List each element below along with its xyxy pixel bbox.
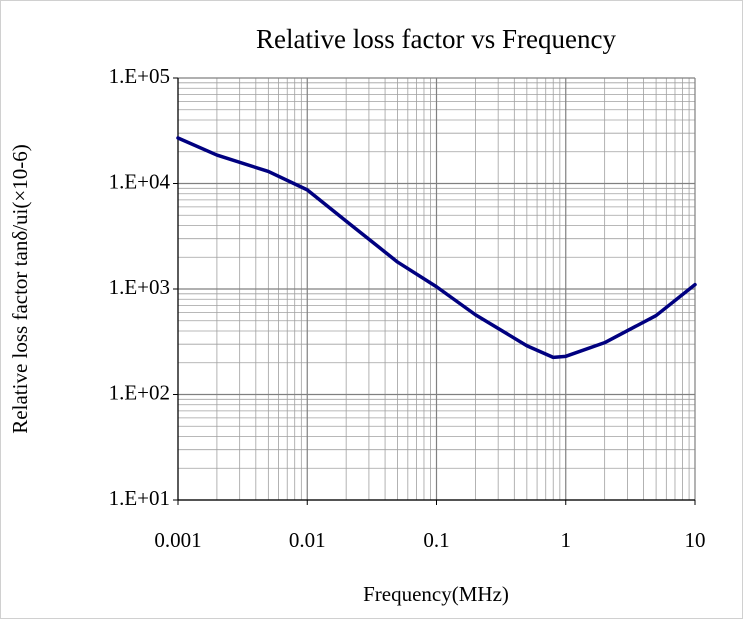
y-tick-label: 1.E+04 xyxy=(109,169,171,193)
x-tick-label: 0.1 xyxy=(423,528,449,552)
y-tick-label: 1.E+02 xyxy=(109,380,170,404)
y-tick-label: 1.E+01 xyxy=(109,486,170,510)
x-tick-label: 0.001 xyxy=(154,528,201,552)
y-tick-label: 1.E+03 xyxy=(109,275,170,299)
x-axis-label: Frequency(MHz) xyxy=(363,582,509,606)
chart-title: Relative loss factor vs Frequency xyxy=(256,24,616,54)
y-tick-label: 1.E+05 xyxy=(109,64,170,88)
y-axis-label: Relative loss factor tanδ/ui(×10-6) xyxy=(8,144,32,433)
x-tick-label: 10 xyxy=(685,528,706,552)
x-tick-label: 1 xyxy=(561,528,572,552)
x-tick-label: 0.01 xyxy=(289,528,326,552)
data-line xyxy=(176,136,697,360)
